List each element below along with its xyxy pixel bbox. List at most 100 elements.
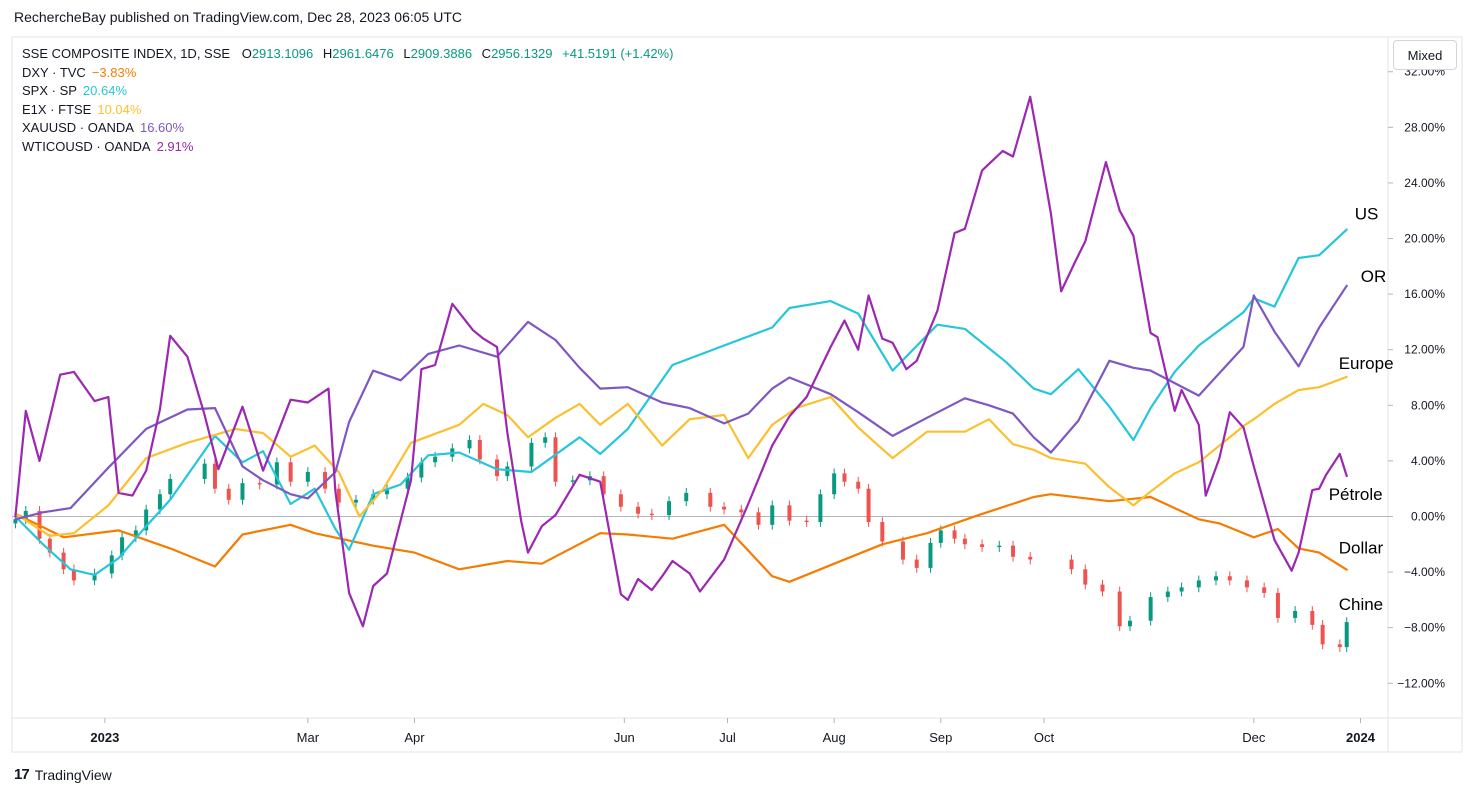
- candle-body: [866, 488, 871, 523]
- candle-body: [618, 494, 623, 507]
- candle-body: [1320, 624, 1325, 645]
- legend-high-value: 2961.6476: [332, 46, 394, 61]
- candle-body: [1179, 587, 1184, 592]
- legend-open-label: O: [241, 46, 252, 61]
- legend-row[interactable]: DXY · TVC −3.83%: [22, 64, 673, 83]
- candle-body: [804, 520, 809, 523]
- y-tick-label: 0.00%: [1411, 509, 1445, 523]
- candle-body: [467, 440, 472, 449]
- candle-body: [1069, 559, 1074, 570]
- x-tick-label: 2024: [1346, 730, 1376, 745]
- candle-body: [856, 481, 861, 489]
- candle-body: [505, 466, 510, 477]
- x-tick-label: Mar: [297, 730, 320, 745]
- candle-body: [240, 483, 245, 500]
- candle-body: [1028, 556, 1033, 560]
- series-label: Chine: [1339, 595, 1383, 614]
- candle-body: [553, 437, 558, 482]
- x-tick-label: Jun: [614, 730, 635, 745]
- candle-body: [667, 501, 672, 516]
- candle-body: [1227, 576, 1232, 581]
- candle-body: [1262, 587, 1267, 593]
- chart-frame: [11, 36, 1463, 753]
- candle-body: [1214, 576, 1218, 581]
- candle-body: [787, 505, 792, 521]
- candle-body: [543, 437, 548, 443]
- candle-body: [1117, 591, 1122, 627]
- candle-body: [962, 538, 967, 545]
- publisher-header: RechercheBay published on TradingView.co…: [14, 9, 463, 25]
- x-tick-label: Sep: [929, 730, 952, 745]
- x-axis[interactable]: 2023 Mar Apr Jun Jul Aug Sep Oct Dec 2024: [90, 718, 1376, 745]
- candle-body: [1275, 592, 1280, 618]
- series-label: Europe: [1339, 354, 1394, 373]
- candle-body: [354, 499, 358, 503]
- candle-body: [770, 505, 775, 525]
- y-tick-label: −8.00%: [1404, 621, 1445, 635]
- candle-body: [92, 573, 97, 581]
- candle-body: [305, 472, 310, 482]
- candle-body: [371, 494, 376, 500]
- candle-body: [880, 522, 885, 542]
- legend-row[interactable]: XAUUSD · OANDA 16.60%: [22, 119, 673, 138]
- legend-main-row[interactable]: SSE COMPOSITE INDEX, 1D, SSE O2913.1096 …: [22, 45, 673, 64]
- y-tick-label: −12.00%: [1397, 676, 1445, 690]
- series-line-4: [14, 95, 1348, 628]
- candle-body: [1196, 580, 1201, 588]
- candle-body: [1337, 644, 1342, 648]
- footer-brand-name: TradingView: [34, 766, 112, 783]
- candle-body: [226, 488, 231, 500]
- y-tick-label: 4.00%: [1411, 454, 1445, 468]
- series-label: US: [1355, 205, 1379, 224]
- candle-body: [1083, 569, 1088, 585]
- candle-body: [914, 559, 919, 568]
- candle-body: [739, 509, 744, 513]
- candle-body: [144, 509, 149, 531]
- candle-body: [980, 544, 985, 548]
- candle-body: [477, 440, 482, 460]
- candle-body: [1011, 545, 1016, 557]
- legend-series-value: 16.60%: [139, 120, 185, 135]
- legend-row[interactable]: E1X · FTSE 10.04%: [22, 101, 673, 120]
- candle-body: [842, 473, 847, 482]
- legend-series-value: 2.91%: [156, 138, 194, 154]
- series-label: Dollar: [1339, 539, 1384, 558]
- sse-candles: [13, 432, 1349, 652]
- series-label: OR: [1361, 267, 1387, 286]
- legend-series-name: WTICOUSD · OANDA: [22, 138, 151, 154]
- legend-main-symbol: SSE COMPOSITE INDEX, 1D, SSE: [22, 46, 231, 61]
- legend-close-value: 2956.1329: [491, 46, 553, 61]
- candle-body: [202, 463, 207, 479]
- candle-body: [529, 442, 534, 467]
- series-line-0: [14, 493, 1348, 583]
- footer-brand[interactable]: 17 TradingView: [14, 766, 112, 783]
- series-label: Pétrole: [1329, 485, 1383, 504]
- candle-body: [274, 462, 279, 485]
- y-tick-label: 12.00%: [1404, 343, 1445, 357]
- x-tick-label: 2023: [90, 730, 119, 745]
- candle-body: [570, 480, 575, 482]
- scale-mode-button[interactable]: Mixed: [1393, 40, 1457, 70]
- legend-row[interactable]: WTICOUSD · OANDA 2.91%: [22, 138, 673, 157]
- legend-low-label: L: [403, 46, 411, 61]
- candle-body: [1148, 597, 1153, 621]
- candle-body: [952, 530, 957, 539]
- y-axis[interactable]: 32.00%28.00%24.00%20.00%16.00%12.00%8.00…: [1388, 65, 1445, 691]
- candle-body: [601, 476, 606, 495]
- legend-series-value: 20.64%: [82, 83, 128, 98]
- legend-series-name: E1X · FTSE: [22, 101, 92, 117]
- legend-row[interactable]: SPX · SP 20.64%: [22, 82, 673, 101]
- candle-body: [1293, 610, 1298, 618]
- series-end-labels: Dollar US Europe OR Pétrole Chine: [1329, 205, 1394, 614]
- candle-body: [323, 472, 328, 489]
- candle-body: [212, 463, 217, 489]
- legend-series-value: −3.83%: [91, 64, 137, 80]
- x-tick-label: Dec: [1242, 730, 1266, 745]
- candle-body: [495, 459, 500, 477]
- candle-body: [336, 488, 341, 503]
- tradingview-logo-icon: 17: [14, 766, 30, 783]
- candle-body: [1344, 622, 1349, 648]
- candle-body: [257, 483, 262, 485]
- candle-body: [120, 537, 125, 556]
